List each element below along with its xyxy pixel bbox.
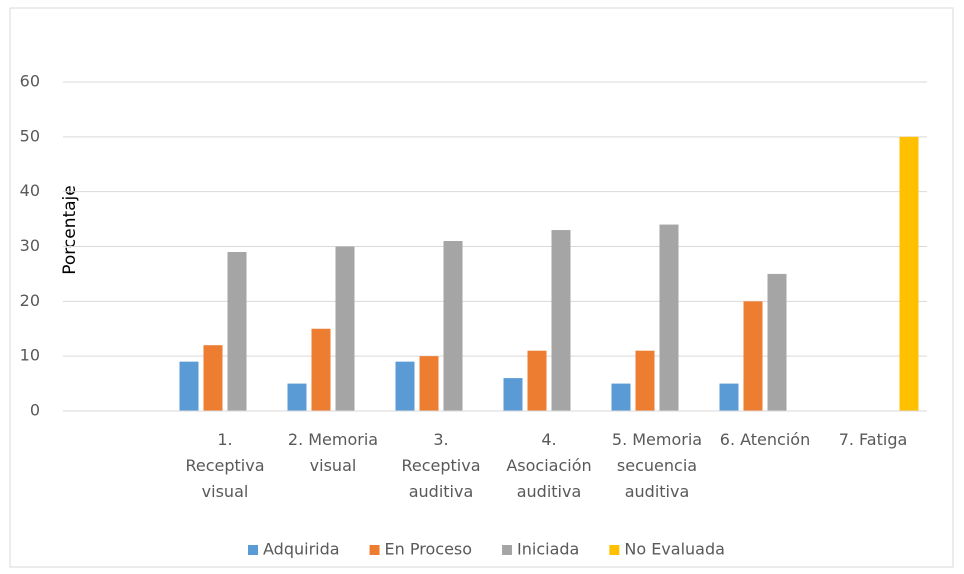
bar [203,345,223,411]
legend-swatch [609,545,620,555]
bar [227,251,247,411]
y-axis-label: Porcentaje [60,185,80,275]
bar [611,383,631,411]
y-tick-label: 0 [30,401,40,420]
x-tick-label: 2. Memoria visual [287,430,379,475]
x-tick-label: 7. Fatiga [838,430,908,449]
bar [743,301,763,411]
legend-swatch [369,545,380,555]
x-tick-label: 3. Receptiva auditiva [401,430,481,501]
x-tick-label: 1. Receptiva visual [185,430,265,501]
bar [767,273,787,411]
y-tick-label: 50 [20,126,40,145]
x-tick-label: 4. Asociación auditiva [506,430,592,501]
bar [719,383,739,411]
legend-label: No Evaluada [624,540,725,559]
bar [335,246,355,411]
bar [503,378,523,411]
legend-label: Iniciada [517,540,579,559]
x-tick-label: 5. Memoria secuencia auditiva [611,430,703,501]
bar [311,328,331,411]
bar [287,383,307,411]
bar [395,361,415,411]
y-tick-label: 60 [20,72,40,91]
bar [551,230,571,411]
legend-swatch [502,545,513,555]
bar [419,356,439,411]
x-tick-label: 6. Atención [719,430,811,449]
legend-swatch [248,545,258,555]
y-tick-label: 30 [20,236,40,255]
bar [527,350,547,411]
bar [179,361,199,411]
legend-label: En Proceso [385,540,472,559]
y-tick-label: 20 [20,291,40,310]
y-tick-label: 40 [20,181,40,200]
bar [659,224,679,411]
bar [635,350,655,411]
chart-border [9,7,954,568]
legend-label: Adquirida [263,540,340,559]
bar [443,241,463,411]
y-tick-label: 10 [20,346,40,365]
bar [899,136,919,412]
